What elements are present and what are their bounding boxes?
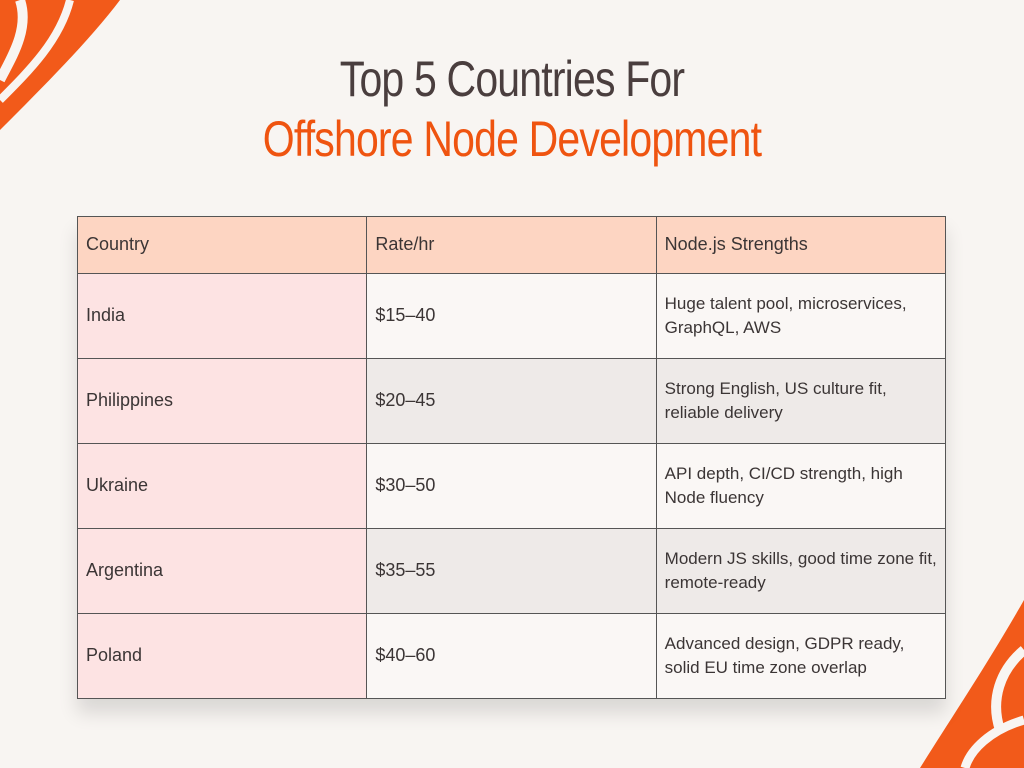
table-row: Poland $40–60 Advanced design, GDPR ready,…: [76, 613, 947, 699]
table-cell: Philippines: [76, 358, 368, 444]
table-cell: Argentina: [76, 528, 368, 614]
table-row: Ukraine $30–50 API depth, CI/CD strength, …: [76, 443, 947, 529]
table-cell: API depth, CI/CD strength, high Node flu…: [655, 443, 947, 529]
table-cell: $35–55: [366, 528, 657, 614]
table-row: Argentina $35–55 Modern JS skills, good ti…: [76, 528, 947, 614]
header-row: Country Rate/hr Node.js Strengths: [76, 216, 947, 274]
table-cell: Poland: [76, 613, 368, 699]
header-cell: Country: [76, 216, 368, 274]
title-highlight: Offshore Node Development: [262, 111, 762, 167]
table-cell: India: [76, 273, 368, 359]
header-cell: Rate/hr: [366, 216, 657, 274]
table-cell: Huge talent pool, microservices, GraphQL…: [655, 273, 947, 359]
table-cell: $40–60: [366, 613, 657, 699]
table-cell: $20–45: [366, 358, 657, 444]
table-cell: Modern JS skills, good time zone fit, re…: [655, 528, 947, 614]
corner-stripe: [960, 715, 1024, 768]
table-cell: $15–40: [366, 273, 657, 359]
table-cell: Strong English, US culture fit, reliable…: [655, 358, 947, 444]
table-cell: Advanced design, GDPR ready, solid EU ti…: [655, 613, 947, 699]
header-cell: Node.js Strengths: [655, 216, 947, 274]
table-cell: Ukraine: [76, 443, 368, 529]
table-row: Philippines $20–45 Strong English, US cult…: [76, 358, 947, 444]
corner-shape: [0, 0, 120, 130]
table-row: India $15–40 Huge talent pool, microservic…: [76, 273, 947, 359]
comparison-table: Country Rate/hr Node.js Strengths India $15–…: [76, 216, 947, 699]
corner-stripe: [991, 646, 1024, 732]
title: Top 5 Countries For: [339, 51, 685, 107]
corner-stripe: [0, 0, 28, 83]
table-cell: $30–50: [366, 443, 657, 529]
corner-stripe: [0, 0, 74, 103]
